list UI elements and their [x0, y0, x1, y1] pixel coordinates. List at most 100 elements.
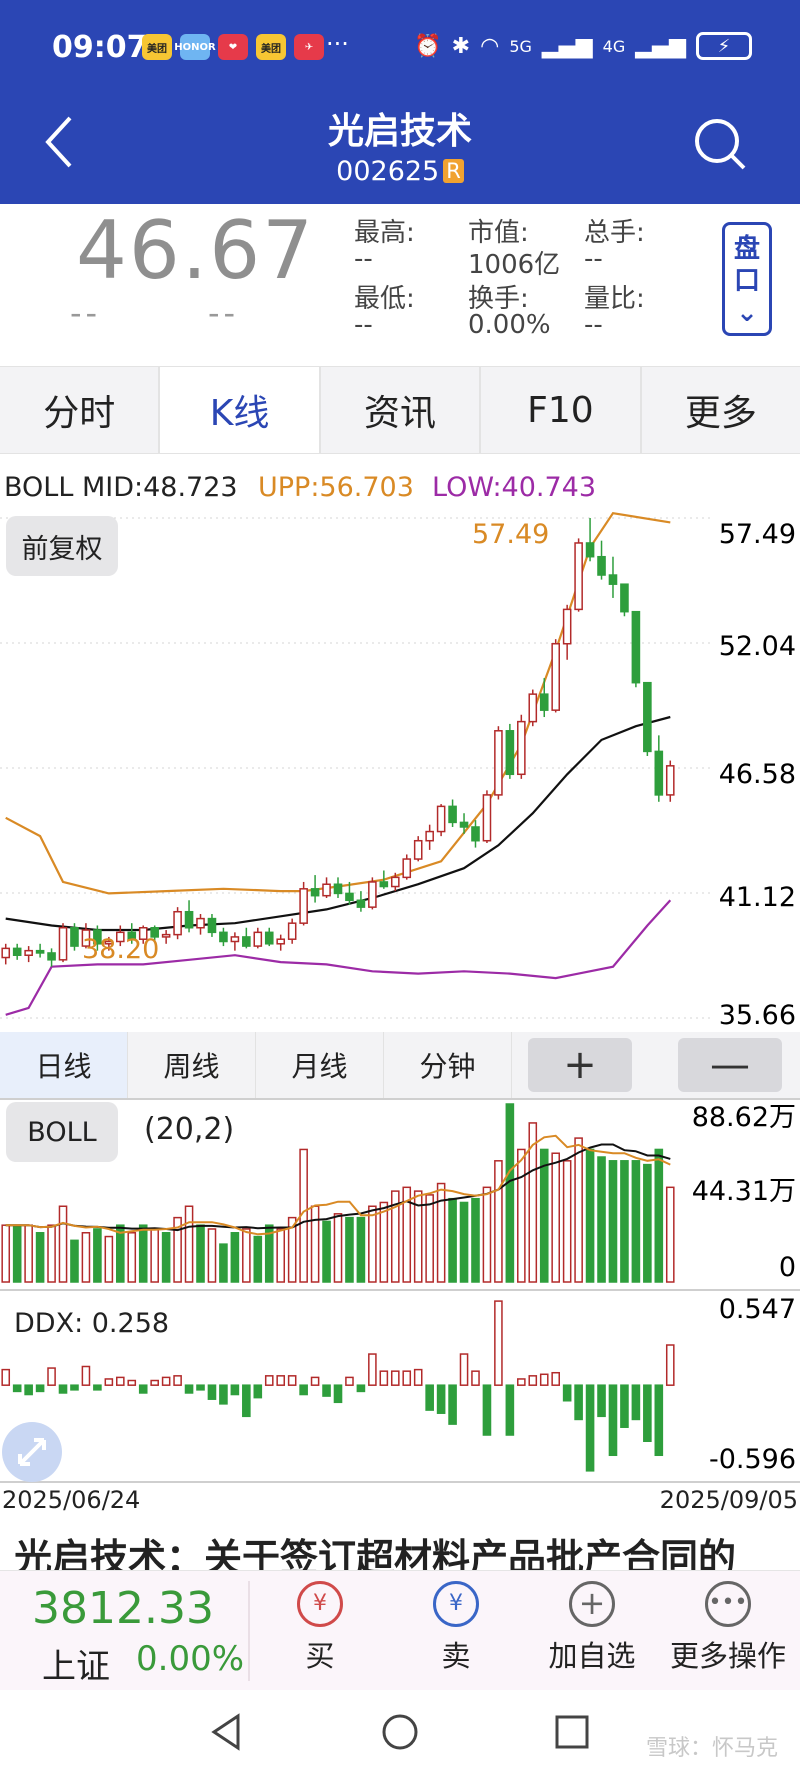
news-headline[interactable]: 光启技术：关于签订超材料产品批产合同的: [14, 1536, 737, 1570]
volume-bar: [207, 1228, 217, 1283]
ddx-bar: [81, 1365, 91, 1386]
candle-body: [494, 730, 503, 796]
low-annotation: 38.20: [82, 934, 159, 965]
tab-weekly[interactable]: 周线: [128, 1032, 256, 1098]
indicator-button[interactable]: BOLL: [6, 1102, 118, 1162]
candle-body: [196, 917, 205, 929]
tab-timeshare[interactable]: 分时: [0, 367, 161, 453]
tab-minute[interactable]: 分钟: [384, 1032, 512, 1098]
candle-body: [322, 883, 331, 897]
turnover-label: 换手:: [468, 284, 529, 314]
tab-more[interactable]: 更多: [684, 393, 757, 434]
volume-bar: [425, 1194, 434, 1283]
more-actions-label: 更多操作: [669, 1639, 786, 1673]
ddx-bar: [47, 1367, 56, 1386]
candle-body: [161, 933, 171, 938]
index-name: 上证: [42, 1647, 110, 1687]
sell-icon: ¥: [433, 1581, 479, 1627]
candle-body: [276, 938, 286, 945]
ddx-bar: [253, 1384, 263, 1399]
candle-body: [253, 931, 263, 947]
candle-body: [425, 830, 434, 842]
kline-chart-area[interactable]: BOLL MID:48.723 UPP:56.703 LOW:40.743 57…: [0, 454, 800, 1568]
candle-body: [104, 940, 114, 945]
volume-ma-line: [5, 1134, 671, 1236]
quote-panel: 46.67 -- -- 最高: -- 最低: -- 市值: 1006亿 换手: …: [0, 204, 800, 354]
ddx-bar: [173, 1375, 182, 1386]
candle-body: [448, 805, 457, 824]
expand-icon[interactable]: [2, 1422, 62, 1482]
zoom-in-button[interactable]: +: [528, 1038, 632, 1092]
zoom-out-button[interactable]: —: [678, 1038, 782, 1092]
signal-5g-icon: 5G: [509, 36, 532, 56]
candle-body: [356, 899, 366, 908]
adjust-button[interactable]: 前复权: [6, 516, 118, 576]
ddx-bar: [665, 1344, 675, 1386]
add-watchlist-button[interactable]: + 加自选: [528, 1581, 656, 1675]
nav-back-icon[interactable]: [206, 1712, 246, 1752]
ddx-bar: [264, 1375, 274, 1386]
candle-body: [368, 881, 377, 908]
more-actions-button[interactable]: ••• 更多操作: [664, 1581, 792, 1675]
candle-body: [12, 947, 22, 956]
ddx-bar: [459, 1353, 469, 1386]
high-label: 最高:: [354, 218, 415, 248]
volume-bar: [562, 1160, 572, 1283]
panko-button[interactable]: 盘口 ⌄: [722, 222, 772, 336]
ddx-bar: [24, 1384, 33, 1396]
ddx-bar: [585, 1384, 595, 1472]
tab-monthly[interactable]: 月线: [256, 1032, 384, 1098]
tab-daily[interactable]: 日线: [0, 1032, 128, 1098]
candle-body: [482, 794, 492, 842]
boll-mid-label: BOLL MID:48.723: [4, 472, 238, 503]
ddx-bar: [482, 1384, 492, 1436]
volume-bar: [104, 1235, 114, 1283]
volume-bar: [528, 1122, 538, 1283]
watermark: 雪球：怀马克: [645, 1736, 778, 1761]
nav-home-icon[interactable]: [380, 1712, 420, 1752]
volume-bar: [539, 1148, 549, 1283]
volume-bar: [654, 1148, 664, 1283]
ddx-bar: [539, 1373, 549, 1386]
nav-recent-icon[interactable]: [552, 1712, 592, 1752]
ddx-bar: [333, 1384, 343, 1404]
volume-ma-line: [5, 1143, 671, 1232]
search-icon[interactable]: [692, 116, 748, 172]
back-icon[interactable]: [40, 112, 80, 172]
ddx-bar: [116, 1376, 125, 1386]
system-nav-bar: 雪球：怀马克: [0, 1690, 800, 1776]
ddx-label: DDX: 0.258: [14, 1308, 169, 1339]
page-title: 光启技术: [327, 111, 472, 152]
ddx-bar: [425, 1384, 434, 1411]
margin-badge: R: [443, 159, 464, 183]
volume-bar: [333, 1213, 343, 1283]
notification-app-icons: 美团 HONOR ❤ 美团 ✈: [142, 34, 324, 60]
volume-bar: [1, 1224, 11, 1283]
boll-lower-line: [5, 899, 672, 1016]
ratio-label: 量比:: [584, 284, 645, 314]
sell-button[interactable]: ¥ 卖: [392, 1581, 520, 1675]
ddx-bar: [620, 1384, 629, 1428]
volume-bar: [150, 1228, 159, 1283]
volume-bar: [173, 1216, 182, 1283]
volume-bar: [322, 1220, 331, 1283]
tab-news[interactable]: 资讯: [321, 367, 482, 453]
volume-label: 总手:: [584, 218, 645, 248]
buy-button[interactable]: ¥ 买: [256, 1581, 384, 1675]
volume-bar: [402, 1186, 412, 1283]
candle-body: [242, 936, 251, 947]
tab-f10[interactable]: F10: [481, 367, 642, 453]
ddx-top-tick: 0.547: [719, 1294, 796, 1325]
volume-tick: 88.62万: [692, 1102, 796, 1133]
volume-bar: [368, 1205, 377, 1283]
boll-low-label: LOW:40.743: [432, 472, 596, 503]
tab-kline[interactable]: K线: [160, 367, 321, 453]
mcap-value: 1006亿: [468, 250, 561, 280]
ddx-bar: [390, 1370, 400, 1386]
buy-icon: ¥: [297, 1581, 343, 1627]
add-watchlist-label: 加自选: [548, 1639, 636, 1673]
candle-body: [47, 952, 56, 961]
ddx-bar: [448, 1384, 457, 1425]
price-grid: [0, 517, 712, 1019]
volume-bar: [345, 1216, 354, 1283]
